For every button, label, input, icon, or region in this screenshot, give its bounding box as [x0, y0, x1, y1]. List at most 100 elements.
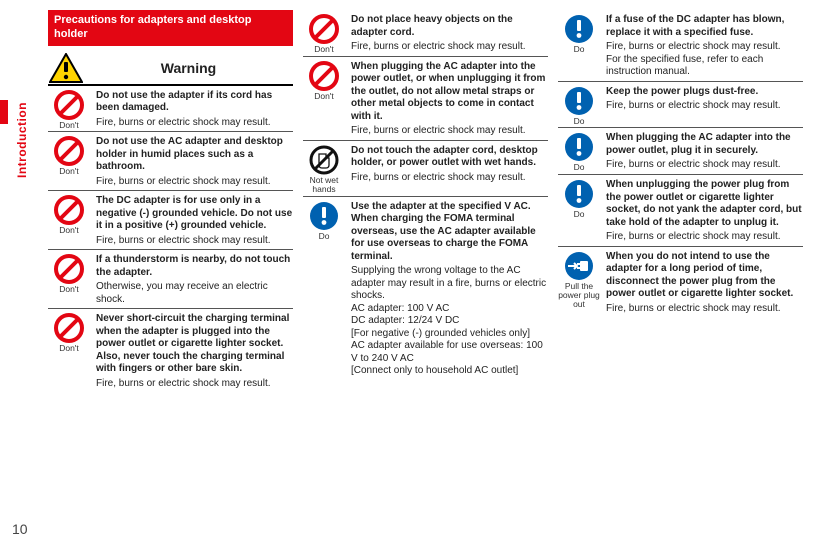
warning-label: Warning	[84, 60, 293, 76]
do-icon	[309, 201, 339, 231]
dont-icon	[54, 254, 84, 284]
item-title: When plugging the AC adapter into the po…	[606, 132, 803, 157]
precaution-item: Not wet hands Do not touch the adapter co…	[303, 141, 548, 197]
icon-caption: Not wet hands	[303, 176, 345, 194]
item-body: Fire, burns or electric shock may result…	[606, 159, 803, 172]
icon-caption: Do	[574, 210, 585, 219]
icon-caption: Don't	[314, 45, 334, 54]
item-icon-col: Do	[558, 14, 600, 79]
warning-triangle-icon	[48, 52, 84, 84]
item-text: Never short-circuit the charging termina…	[96, 313, 293, 390]
warning-row: Warning	[48, 52, 293, 86]
item-icon-col: Don't	[48, 136, 90, 188]
item-icon-col: Don't	[303, 14, 345, 54]
icon-caption: Do	[319, 232, 330, 241]
precaution-item: Don't Never short-circuit the charging te…	[48, 309, 293, 392]
item-icon-col: Do	[303, 201, 345, 378]
precaution-item: Pull the power plug outWhen you do not i…	[558, 247, 803, 318]
section-title: Precautions for adapters and desktop hol…	[48, 10, 293, 46]
precaution-item: Don't The DC adapter is for use only in a…	[48, 191, 293, 250]
wet-icon	[309, 145, 339, 175]
do-icon	[564, 14, 594, 44]
item-title: Use the adapter at the specified V AC.Wh…	[351, 201, 548, 264]
icon-caption: Don't	[59, 344, 79, 353]
item-text: When plugging the AC adapter into the po…	[606, 132, 803, 172]
item-title: Do not use the AC adapter and desktop ho…	[96, 136, 293, 174]
item-title: When plugging the AC adapter into the po…	[351, 61, 548, 124]
item-body: Fire, burns or electric shock may result…	[606, 100, 803, 113]
item-icon-col: Do	[558, 86, 600, 126]
item-body: Fire, burns or electric shock may result…	[351, 172, 548, 185]
item-body: Fire, burns or electric shock may result…	[606, 231, 803, 244]
precaution-item: Do When unplugging the power plug from th…	[558, 175, 803, 247]
icon-caption: Do	[574, 163, 585, 172]
item-title: If a thunderstorm is nearby, do not touc…	[96, 254, 293, 279]
item-icon-col: Don't	[48, 90, 90, 130]
manual-page: Introduction 10 Precautions for adapters…	[0, 0, 815, 543]
item-body: Fire, burns or electric shock may result…	[96, 117, 293, 130]
side-tab-accent	[0, 100, 8, 124]
dont-icon	[309, 61, 339, 91]
item-title: If a fuse of the DC adapter has blown, r…	[606, 14, 803, 39]
icon-caption: Don't	[59, 167, 79, 176]
icon-caption: Don't	[59, 226, 79, 235]
dont-icon	[54, 313, 84, 343]
do-icon	[564, 179, 594, 209]
item-title: Do not place heavy objects on the adapte…	[351, 14, 548, 39]
item-text: Keep the power plugs dust-free.Fire, bur…	[606, 86, 803, 126]
columns: Precautions for adapters and desktop hol…	[48, 10, 803, 392]
item-text: When you do not intend to use the adapte…	[606, 251, 803, 316]
item-text: Do not use the adapter if its cord has b…	[96, 90, 293, 130]
dont-icon	[309, 14, 339, 44]
item-body: Fire, burns or electric shock may result…	[96, 235, 293, 248]
item-icon-col: Don't	[48, 254, 90, 306]
precaution-item: Do When plugging the AC adapter into the …	[558, 128, 803, 175]
item-text: When unplugging the power plug from the …	[606, 179, 803, 244]
item-text: Use the adapter at the specified V AC.Wh…	[351, 201, 548, 378]
item-text: Do not place heavy objects on the adapte…	[351, 14, 548, 54]
precaution-item: Don't Do not place heavy objects on the a…	[303, 10, 548, 57]
precaution-item: Don't Do not use the AC adapter and deskt…	[48, 132, 293, 191]
icon-caption: Pull the power plug out	[558, 282, 600, 309]
column-3: DoIf a fuse of the DC adapter has blown,…	[558, 10, 803, 392]
do-icon	[564, 86, 594, 116]
side-tab-label: Introduction	[15, 102, 29, 178]
column-1-items: Don't Do not use the adapter if its cord …	[48, 86, 293, 393]
icon-caption: Don't	[314, 92, 334, 101]
do-icon	[564, 132, 594, 162]
column-3-items: DoIf a fuse of the DC adapter has blown,…	[558, 10, 803, 317]
dont-icon	[54, 136, 84, 166]
item-icon-col: Pull the power plug out	[558, 251, 600, 316]
item-body: Supplying the wrong voltage to the AC ad…	[351, 265, 548, 378]
item-text: The DC adapter is for use only in a nega…	[96, 195, 293, 247]
item-title: When you do not intend to use the adapte…	[606, 251, 803, 301]
precaution-item: Do Use the adapter at the specified V AC.…	[303, 197, 548, 380]
dont-icon	[54, 195, 84, 225]
precaution-item: Don't When plugging the AC adapter into t…	[303, 57, 548, 141]
item-icon-col: Don't	[48, 195, 90, 247]
item-body: Fire, burns or electric shock may result…	[96, 176, 293, 189]
icon-caption: Do	[574, 117, 585, 126]
precaution-item: Do Keep the power plugs dust-free.Fire, b…	[558, 82, 803, 129]
precaution-item: DoIf a fuse of the DC adapter has blown,…	[558, 10, 803, 82]
precaution-item: Don't Do not use the adapter if its cord …	[48, 86, 293, 133]
item-title: Keep the power plugs dust-free.	[606, 86, 803, 99]
column-1: Precautions for adapters and desktop hol…	[48, 10, 293, 392]
pull-icon	[564, 251, 594, 281]
item-title: The DC adapter is for use only in a nega…	[96, 195, 293, 233]
item-body: Otherwise, you may receive an electric s…	[96, 281, 293, 306]
item-body: Fire, burns or electric shock may result…	[606, 303, 803, 316]
item-text: Do not use the AC adapter and desktop ho…	[96, 136, 293, 188]
icon-caption: Don't	[59, 121, 79, 130]
item-title: Do not use the adapter if its cord has b…	[96, 90, 293, 115]
item-icon-col: Do	[558, 179, 600, 244]
item-body: Fire, burns or electric shock may result…	[351, 125, 548, 138]
page-number: 10	[12, 521, 28, 537]
item-title: When unplugging the power plug from the …	[606, 179, 803, 229]
precaution-item: Don't If a thunderstorm is nearby, do not…	[48, 250, 293, 309]
item-icon-col: Not wet hands	[303, 145, 345, 194]
item-title: Do not touch the adapter cord, desktop h…	[351, 145, 548, 170]
icon-caption: Don't	[59, 285, 79, 294]
item-body: Fire, burns or electric shock may result…	[96, 378, 293, 391]
item-body: Fire, burns or electric shock may result…	[606, 41, 803, 79]
